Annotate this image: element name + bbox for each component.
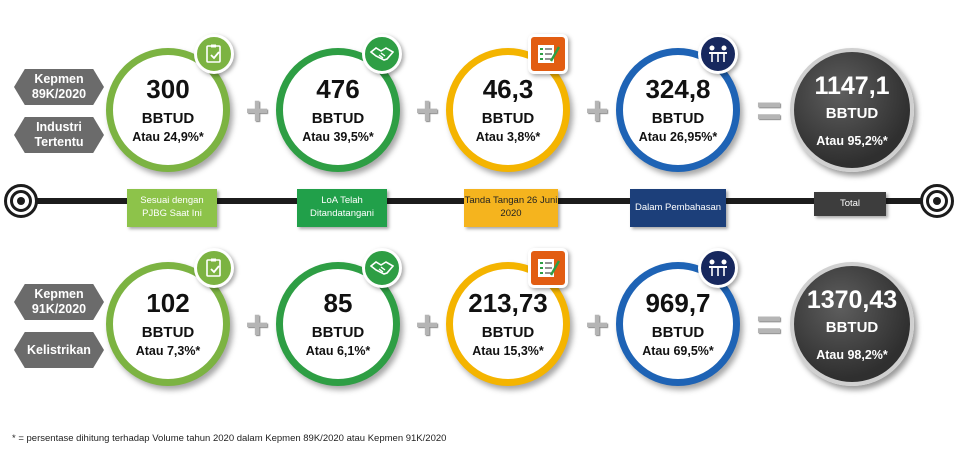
value: 46,3 [482, 74, 534, 105]
plus-icon: + [585, 303, 609, 347]
checklist-clipboard-icon [194, 248, 234, 288]
tag-kepmen-89k: Kepmen 89K/2020 [14, 69, 104, 105]
unit: BBTUD [481, 109, 535, 127]
total-row2: 1370,43 BBTUD Atau 98,2%* [790, 262, 914, 386]
value: 1147,1 [814, 72, 890, 100]
percentage: Atau 15,3%* [472, 343, 544, 358]
plus-icon: + [245, 303, 269, 347]
percentage: Atau 6,1%* [305, 343, 371, 358]
circle-row1-tandatangan: 46,3 BBTUD Atau 3,8%* [446, 48, 570, 172]
label-loa: LoA Telah Ditandatangani [297, 189, 387, 227]
unit: BBTUD [311, 109, 365, 127]
tag-kepmen-91k: Kepmen 91K/2020 [14, 284, 104, 320]
timeline-start-icon [4, 184, 38, 218]
equals-icon: = [756, 300, 782, 349]
value: 102 [146, 288, 190, 319]
unit: BBTUD [651, 109, 705, 127]
percentage: Atau 7,3%* [135, 343, 201, 358]
value: 476 [316, 74, 360, 105]
percentage: Atau 26,95%* [638, 129, 718, 144]
checklist-pen-icon [528, 248, 568, 288]
unit: BBTUD [825, 319, 879, 336]
equals-icon: = [756, 86, 782, 135]
meeting-icon [698, 248, 738, 288]
checklist-pen-icon [528, 34, 568, 74]
circle-row1-pembahasan: 324,8 BBTUD Atau 26,95%* [616, 48, 740, 172]
value: 1370,43 [806, 286, 898, 314]
percentage: Atau 98,2%* [816, 348, 888, 362]
handshake-icon [362, 34, 402, 74]
percentage: Atau 39,5%* [302, 129, 374, 144]
value: 85 [323, 288, 353, 319]
percentage: Atau 69,5%* [642, 343, 714, 358]
total-row1: 1147,1 BBTUD Atau 95,2%* [790, 48, 914, 172]
label-total: Total [814, 192, 886, 216]
tag-kelistrikan: Kelistrikan [14, 332, 104, 368]
unit: BBTUD [481, 323, 535, 341]
timeline-end-icon [920, 184, 954, 218]
percentage: Atau 24,9%* [132, 129, 204, 144]
label-tandatangan: Tanda Tangan 26 Juni 2020 [464, 189, 558, 227]
unit: BBTUD [141, 323, 195, 341]
plus-icon: + [585, 89, 609, 133]
unit: BBTUD [825, 105, 879, 122]
value: 213,73 [468, 288, 548, 319]
footnote: * = persentase dihitung terhadap Volume … [12, 433, 447, 444]
handshake-icon [362, 248, 402, 288]
value: 969,7 [645, 288, 711, 319]
unit: BBTUD [651, 323, 705, 341]
label-pembahasan: Dalam Pembahasan [630, 189, 726, 227]
checklist-clipboard-icon [194, 34, 234, 74]
value: 324,8 [645, 74, 711, 105]
percentage: Atau 3,8%* [475, 129, 541, 144]
tag-industri-tertentu: Industri Tertentu [14, 117, 104, 153]
plus-icon: + [415, 89, 439, 133]
percentage: Atau 95,2%* [816, 134, 888, 148]
label-pjbg: Sesuai dengan PJBG Saat Ini [127, 189, 217, 227]
plus-icon: + [415, 303, 439, 347]
unit: BBTUD [311, 323, 365, 341]
unit: BBTUD [141, 109, 195, 127]
meeting-icon [698, 34, 738, 74]
value: 300 [146, 74, 190, 105]
plus-icon: + [245, 89, 269, 133]
